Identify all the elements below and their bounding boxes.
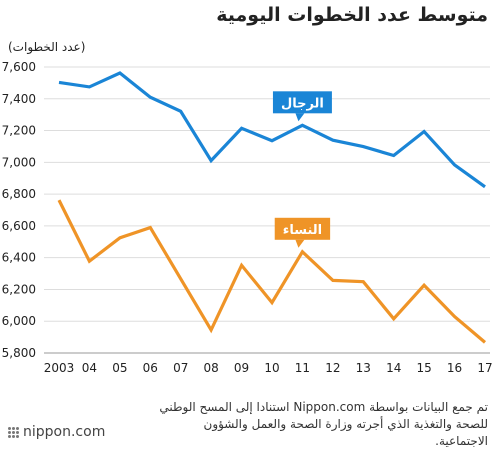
x-tick-label: 08 (204, 361, 219, 375)
series-label-text: الرجال (281, 96, 324, 111)
series-label-men: الرجال (272, 91, 332, 122)
y-tick-label: 7,600 (2, 60, 36, 74)
x-tick-label: 13 (356, 361, 371, 375)
x-tick-label: 12 (325, 361, 340, 375)
series-line-men (58, 71, 486, 189)
y-tick-label: 6,000 (2, 314, 36, 328)
chart-title: متوسط عدد الخطوات اليومية (216, 4, 488, 26)
y-tick-label: 6,600 (2, 219, 36, 233)
y-tick-label: 7,400 (2, 92, 36, 106)
x-tick-label: 2003 (44, 361, 75, 375)
y-tick-label: 5,800 (2, 346, 36, 360)
x-tick-label: 15 (417, 361, 432, 375)
x-tick-label: 16 (447, 361, 462, 375)
series-label-women: النساء (274, 217, 331, 248)
x-tick-label: 09 (234, 361, 249, 375)
y-tick-label: 6,800 (2, 187, 36, 201)
logo-dots-icon (8, 426, 19, 438)
y-tick-label: 6,200 (2, 282, 36, 296)
series-label-pointer (295, 239, 305, 248)
y-tick-label: 6,400 (2, 251, 36, 265)
series-label-box (272, 91, 332, 114)
x-tick-label: 07 (173, 361, 188, 375)
line-chart: 5,800 6,000 6,200 6,400 6,600 6,800 7,000 7,200… (2, 60, 493, 375)
logo-text: nippon.com (23, 424, 106, 440)
y-tick-label: 7,200 (2, 124, 36, 138)
series-line-women (57, 199, 487, 344)
x-tick-label: 04 (82, 361, 97, 375)
x-tick-label: 14 (386, 361, 401, 375)
series-label-pointer (295, 113, 305, 122)
x-tick-label: 05 (112, 361, 127, 375)
series-label-box (274, 217, 331, 240)
series-label-text: النساء (283, 223, 322, 238)
x-tick-label: 10 (264, 361, 279, 375)
source-note: تم جمع البيانات بواسطة Nippon.com استناد… (159, 400, 488, 448)
nippon-logo: nippon.com (8, 424, 105, 440)
x-tick-label: 17 (477, 361, 492, 375)
y-tick-label: 7,000 (2, 155, 36, 169)
y-axis-label: (عدد الخطوات) (8, 40, 86, 54)
x-tick-label: 11 (295, 361, 310, 375)
x-tick-label: 06 (143, 361, 158, 375)
